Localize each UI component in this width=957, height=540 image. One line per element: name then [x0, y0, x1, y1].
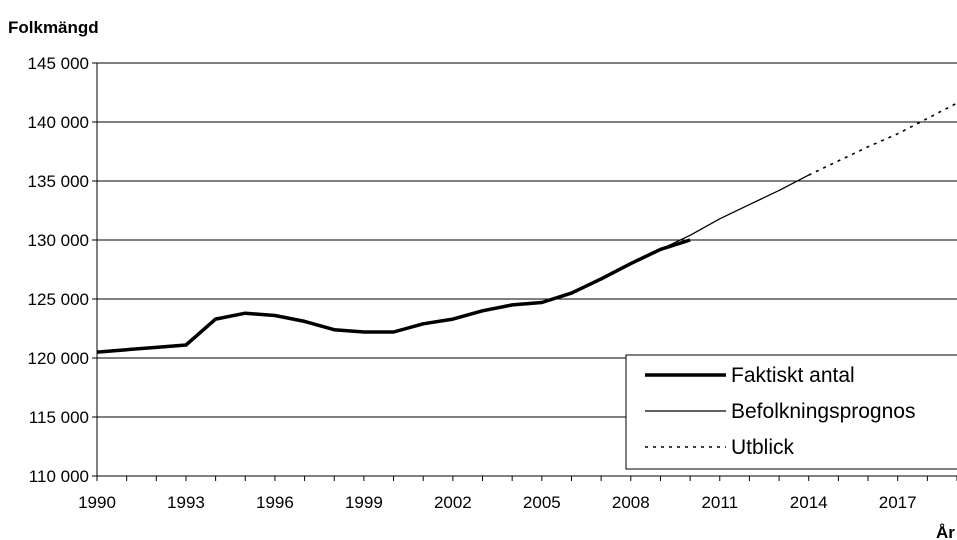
data-series — [96, 102, 957, 354]
y-tick-label: 125 000 — [28, 290, 89, 309]
legend-label-actual: Faktiskt antal — [731, 364, 855, 387]
x-tick-labels: 1990 1993 1996 1999 2002 2005 2008 2011 2014 2017 — [78, 493, 917, 512]
x-tick-label: 2002 — [434, 493, 472, 512]
x-tick-label: 2014 — [790, 493, 828, 512]
y-tick-label: 135 000 — [28, 172, 89, 191]
x-tick-label: 1999 — [345, 493, 383, 512]
axes — [92, 62, 957, 481]
x-tick-label: 2011 — [701, 493, 738, 512]
legend: Faktiskt antal Befolkningsprognos Utblic… — [625, 354, 957, 470]
y-axis-title: Folkmängd — [8, 18, 99, 37]
x-tick-label: 2008 — [612, 493, 650, 512]
y-tick-label: 140 000 — [28, 113, 89, 132]
gridlines — [97, 62, 957, 418]
series-line-1 — [660, 174, 809, 250]
x-tick-label: 2005 — [523, 493, 561, 512]
y-tick-label: 115 000 — [29, 408, 89, 427]
series-line-2 — [808, 102, 957, 176]
y-tick-label: 110 000 — [29, 467, 89, 486]
legend-label-outlook: Utblick — [731, 436, 795, 459]
x-axis-title: År — [936, 523, 955, 540]
x-tick-label: 1996 — [256, 493, 294, 512]
y-tick-labels: 110 000 115 000 120 000 125 000 130 000 135 0… — [28, 54, 89, 486]
x-tick-label: 1990 — [78, 493, 116, 512]
legend-label-forecast: Befolkningsprognos — [731, 400, 915, 423]
y-tick-label: 145 000 — [28, 54, 89, 73]
x-tick-label: 1993 — [167, 493, 205, 512]
x-tick-label: 2017 — [879, 493, 917, 512]
y-tick-label: 130 000 — [28, 231, 89, 250]
y-tick-label: 120 000 — [28, 349, 89, 368]
series-line-0 — [96, 238, 691, 354]
